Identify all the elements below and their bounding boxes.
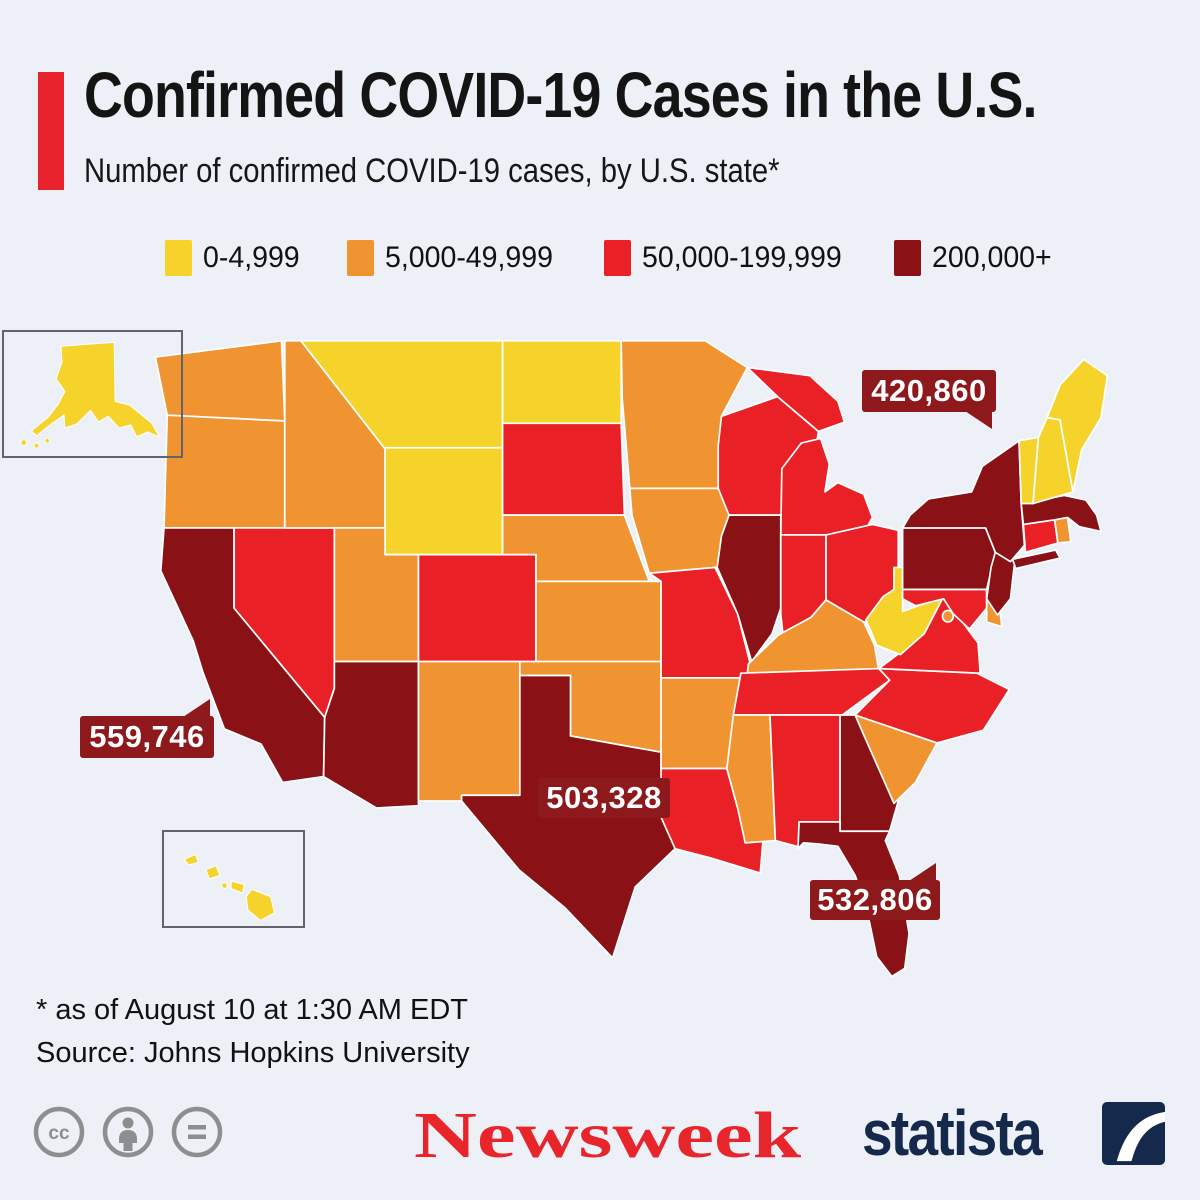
legend-label: 0-4,999 xyxy=(203,241,300,274)
state-new-york-long-island xyxy=(1013,550,1060,569)
callout-tail xyxy=(183,699,210,717)
state-pennsylvania xyxy=(903,528,996,590)
legend-label: 50,000-199,999 xyxy=(641,241,842,274)
alaska-map xyxy=(20,341,161,449)
aleutian-island xyxy=(44,437,51,444)
state-florida xyxy=(798,822,909,977)
source-line: Source: Johns Hopkins University xyxy=(36,1037,470,1069)
statista-logo-mark xyxy=(1102,1102,1165,1165)
state-michigan-upper xyxy=(747,368,844,432)
hawaii-island xyxy=(183,853,199,866)
legend-item-2: 50,000-199,999 xyxy=(603,240,852,276)
aleutian-island xyxy=(33,442,40,449)
footnote: * as of August 10 at 1:30 AM EDT xyxy=(36,994,469,1026)
callout-tail xyxy=(909,863,936,881)
state-south-dakota xyxy=(503,423,625,515)
cc-icon: cc xyxy=(33,1106,85,1158)
svg-text:cc: cc xyxy=(48,1123,70,1144)
legend-swatch-yellow xyxy=(165,240,192,276)
newsweek-logo: Newsweek xyxy=(414,1099,802,1172)
state-new-mexico xyxy=(418,662,519,801)
callout-california: 559,746 xyxy=(80,699,214,758)
hawaii-inset-box xyxy=(162,830,305,928)
legend-label: 200,000+ xyxy=(931,241,1052,274)
state-maine xyxy=(1047,359,1107,491)
state-tennessee xyxy=(733,669,889,715)
attribution-person-icon xyxy=(102,1106,154,1158)
state-rhode-island xyxy=(1055,517,1071,543)
state-north-dakota xyxy=(503,341,622,424)
callout-florida: 532,806 xyxy=(810,863,940,920)
legend-item-1: 5,000-49,999 xyxy=(346,240,562,276)
state-georgia xyxy=(840,715,898,831)
legend-swatch-orange xyxy=(346,240,374,276)
state-massachusetts xyxy=(1021,495,1101,531)
legend-swatch-darkred xyxy=(893,240,921,276)
license-badges: cc xyxy=(33,1106,223,1158)
state-kansas xyxy=(536,581,661,661)
us-choropleth-map xyxy=(150,335,1115,980)
page-subtitle: Number of confirmed COVID-19 cases, by U… xyxy=(84,152,780,190)
equals-icon xyxy=(171,1106,223,1158)
alaska-inset-box xyxy=(2,330,183,458)
state-district-of-columbia-dot xyxy=(942,610,953,622)
hawaii-map xyxy=(183,853,275,921)
legend: 0-4,999 5,000-49,999 50,000-199,999 200,… xyxy=(165,240,1058,276)
state-north-carolina xyxy=(855,669,1009,743)
state-colorado xyxy=(418,555,536,662)
state-connecticut xyxy=(1023,520,1058,553)
callout-value: 532,806 xyxy=(817,882,933,917)
hawaii-island xyxy=(221,882,228,889)
hawaii-island xyxy=(230,880,245,894)
state-arizona xyxy=(324,662,419,808)
legend-label: 5,000-49,999 xyxy=(384,241,553,274)
callout-value: 420,860 xyxy=(871,373,987,408)
aleutian-island xyxy=(20,439,28,447)
callout-value: 559,746 xyxy=(89,719,205,754)
legend-item-3: 200,000+ xyxy=(893,240,1058,276)
statista-logo-text: statista xyxy=(862,1097,1043,1169)
state-wyoming xyxy=(385,448,503,555)
callout-texas: 503,328 xyxy=(538,778,670,818)
hawaii-island xyxy=(245,888,275,921)
hawaii-island xyxy=(205,865,221,880)
state-alaska xyxy=(30,341,161,438)
legend-item-0: 0-4,999 xyxy=(165,240,305,276)
state-michigan xyxy=(781,438,873,537)
callout-value: 503,328 xyxy=(546,780,662,815)
legend-swatch-red xyxy=(603,240,631,276)
title-accent-bar xyxy=(38,72,64,190)
callout-tail xyxy=(965,411,992,429)
callout-new-york: 420,860 xyxy=(862,370,996,429)
page-title: Confirmed COVID-19 Cases in the U.S. xyxy=(84,59,1037,131)
